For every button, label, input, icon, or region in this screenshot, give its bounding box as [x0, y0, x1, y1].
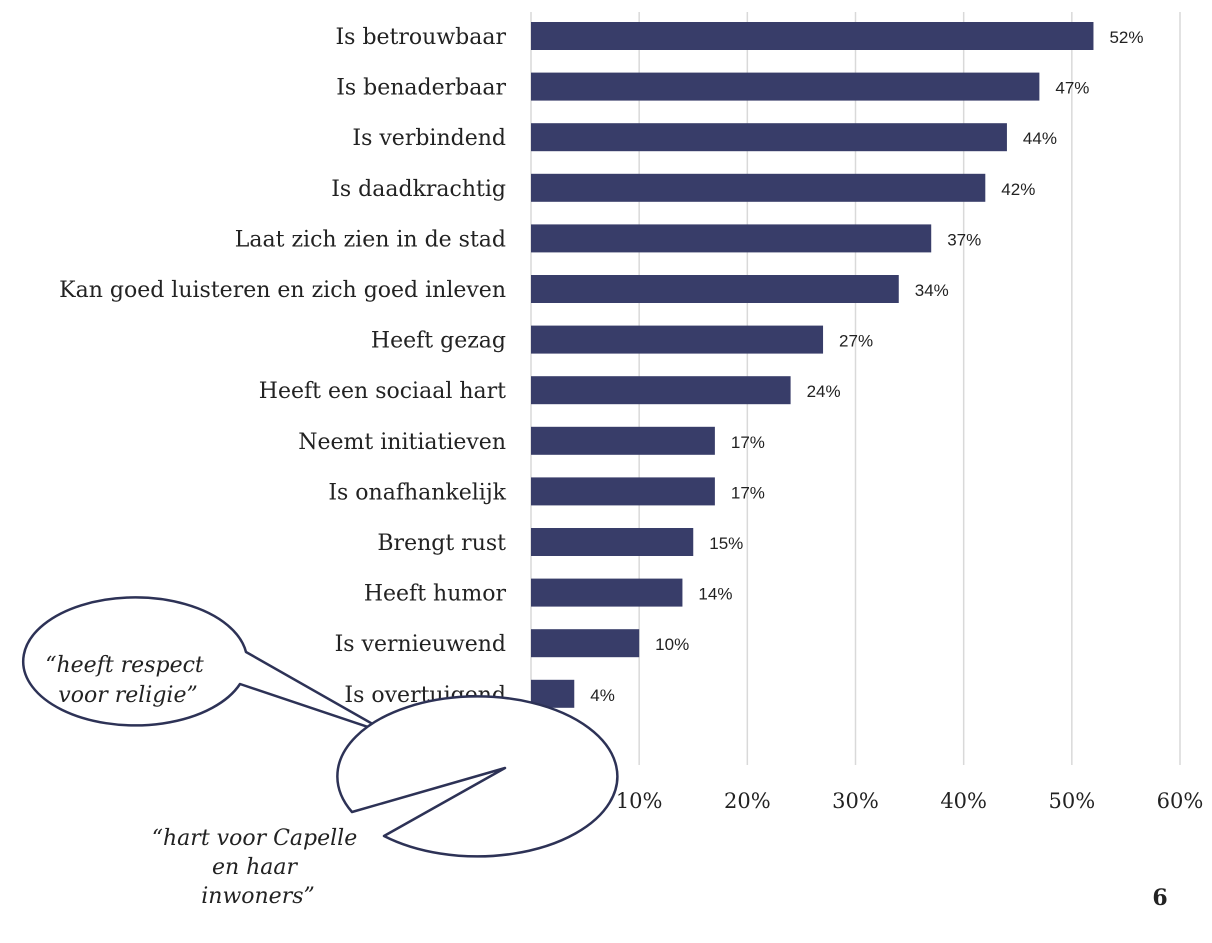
- value-label: 27%: [839, 332, 873, 351]
- callout-2-line-3: inwoners”: [201, 884, 315, 909]
- x-tick-label: 50%: [1048, 789, 1095, 813]
- bar: [531, 325, 824, 354]
- value-labels: 52% 47% 44% 42% 37% 34% 27% 24% 17% 17% 15% 14% 10% 4…: [579, 28, 1143, 755]
- bar: [531, 22, 1094, 50]
- value-label: 52%: [1109, 28, 1143, 47]
- category-label: Is onafhankelijk: [328, 480, 506, 505]
- category-label: Is verbindend: [352, 126, 506, 151]
- x-tick-label: 10%: [616, 789, 663, 813]
- value-label: 17%: [731, 433, 765, 452]
- bar: [531, 123, 1007, 152]
- value-label: 24%: [807, 382, 841, 401]
- value-label: 4%: [590, 686, 615, 705]
- page-number: 6: [1152, 885, 1167, 911]
- category-label: Is daadkrachtig: [331, 177, 506, 202]
- category-label: Heeft een sociaal hart: [259, 379, 506, 404]
- bar: [531, 528, 694, 556]
- callout-bubble-2-shape: [336, 695, 619, 858]
- bar: [531, 275, 899, 303]
- value-label: 37%: [947, 230, 981, 249]
- value-label: 10%: [655, 635, 689, 654]
- callout-1-line-2: voor religie”: [58, 683, 197, 708]
- value-label: 44%: [1023, 129, 1057, 148]
- category-label: Heeft humor: [364, 582, 507, 607]
- category-label: Kan goed luisteren en zich goed inleven: [59, 278, 506, 303]
- bar: [531, 629, 640, 658]
- callout-bubble-1: “heeft respect voor religie”: [22, 596, 394, 737]
- value-label: 17%: [731, 483, 765, 502]
- callout-2-line-2: en haar: [212, 855, 299, 880]
- value-label: 42%: [1001, 180, 1035, 199]
- value-label: 47%: [1055, 79, 1089, 98]
- value-label: 34%: [915, 281, 949, 300]
- callout-2-line-1: “hart voor Capelle: [152, 826, 357, 851]
- category-label: Laat zich zien in de stad: [235, 227, 506, 252]
- callout-1-text: “heeft respect voor religie”: [45, 653, 211, 708]
- x-tick-label: 40%: [940, 789, 987, 813]
- bar: [531, 426, 715, 455]
- category-label: Neemt initiatieven: [298, 430, 506, 455]
- category-label: Brengt rust: [377, 531, 506, 556]
- callout-2-text: “hart voor Capelle en haar inwoners”: [152, 826, 364, 909]
- bar: [531, 72, 1040, 101]
- bar: [531, 578, 683, 607]
- bars: [531, 22, 1094, 759]
- callout-bubble-1-shape: [22, 596, 394, 737]
- bar: [531, 224, 932, 253]
- category-label: Is vernieuwend: [335, 632, 506, 657]
- category-label: Is betrouwbaar: [335, 25, 506, 50]
- x-tick-label: 20%: [724, 789, 771, 813]
- bar: [531, 173, 986, 202]
- callout-1-line-1: “heeft respect: [45, 653, 204, 678]
- category-label: Is benaderbaar: [336, 76, 506, 101]
- callout-bubble-2: “hart voor Capelle en haar inwoners”: [152, 695, 619, 909]
- category-label: Heeft gezag: [371, 329, 506, 354]
- x-axis-tick-labels: 0%10%20%30%40%50%60%: [514, 789, 1203, 813]
- value-label: 14%: [698, 585, 732, 604]
- x-tick-label: 30%: [832, 789, 879, 813]
- x-tick-label: 60%: [1157, 789, 1204, 813]
- bar: [531, 477, 715, 506]
- value-label: 15%: [709, 534, 743, 553]
- bar: [531, 376, 791, 405]
